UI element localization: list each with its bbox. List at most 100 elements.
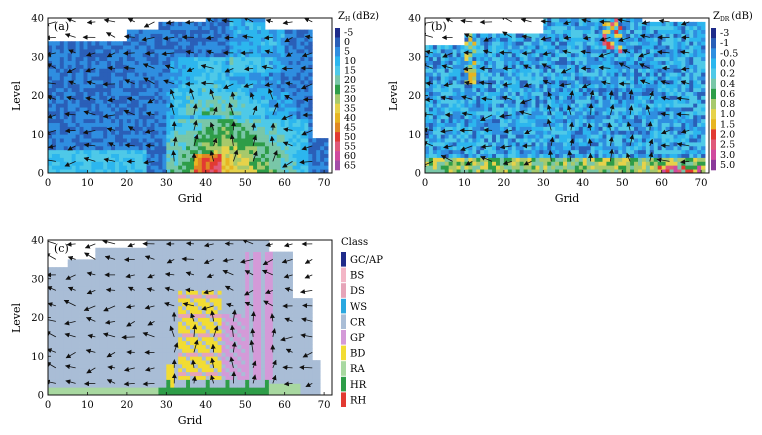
zdr-cell [452, 91, 457, 96]
zh-cell [292, 99, 297, 104]
zh-cell [292, 64, 297, 69]
zdr-cell [515, 130, 521, 135]
zdr-cell [519, 41, 525, 46]
zh-cell [134, 33, 140, 38]
zdr-cell [456, 114, 461, 120]
zh-cell [197, 153, 203, 158]
zdr-cell [444, 87, 450, 93]
zdr-cell [618, 68, 623, 73]
zh-cell [107, 157, 112, 162]
zh-cell [95, 149, 100, 155]
zh-cell [83, 91, 88, 96]
zh-cell [95, 56, 100, 62]
zdr-cell [488, 122, 493, 127]
zh-cell [245, 64, 250, 69]
zdr-cell [492, 83, 497, 89]
zdr-cell [472, 80, 477, 85]
zdr-cell [618, 153, 623, 158]
zh-cell [170, 134, 175, 139]
zh-cell [150, 134, 155, 139]
zh-cell [162, 95, 167, 100]
zdr-cell [634, 126, 639, 131]
zh-cell [174, 103, 179, 108]
zh-cell [75, 145, 80, 151]
zh-cell [71, 72, 77, 77]
zdr-cell [432, 76, 438, 81]
zh-cell [276, 72, 282, 77]
zdr-cell [547, 126, 552, 131]
zdr-cell [578, 95, 584, 100]
zh-cell [130, 49, 136, 54]
zdr-cell [638, 169, 643, 173]
zdr-cell [496, 99, 501, 104]
zh-cell [83, 52, 88, 58]
zdr-cell [519, 126, 525, 131]
zh-cell [284, 99, 290, 104]
zdr-cell [507, 103, 513, 108]
zh-cell [253, 118, 258, 124]
zdr-cell [428, 64, 434, 69]
zdr-cell [515, 103, 521, 108]
zdr-cell [499, 87, 505, 93]
zh-cell [154, 76, 159, 81]
zdr-cell [657, 83, 663, 89]
zdr-cell [460, 169, 465, 173]
zh-cell [288, 142, 293, 147]
zdr-cell [622, 161, 627, 166]
zdr-cell [507, 64, 513, 69]
zh-cell [292, 29, 297, 34]
zdr-cell [480, 161, 485, 166]
zdr-cell [594, 18, 599, 23]
zh-cell [324, 161, 329, 166]
zdr-cell [574, 91, 580, 96]
zh-cell [87, 149, 92, 155]
zh-cell [241, 21, 246, 27]
zh-cell [272, 87, 278, 93]
zdr-cell [535, 145, 540, 151]
zh-cell [197, 21, 203, 27]
zh-cell [229, 149, 234, 155]
zh-cell [158, 130, 163, 135]
zdr-cell [614, 149, 619, 155]
zdr-cell [602, 161, 607, 166]
zdr-cell [653, 52, 659, 58]
zdr-cell [578, 114, 584, 120]
zh-cell [122, 169, 128, 173]
zdr-cell [480, 103, 485, 108]
panel-a-colorbar-symbol: Z [338, 11, 345, 22]
zdr-cell [519, 157, 525, 162]
zh-cell [55, 138, 61, 143]
zh-cell [241, 87, 246, 93]
wind-arrow [48, 157, 56, 163]
zdr-cell [606, 169, 611, 173]
zh-cell [170, 64, 175, 69]
zdr-cell [598, 161, 603, 166]
zh-cell [261, 87, 266, 93]
zdr-cell [590, 45, 596, 50]
zh-cell [280, 83, 286, 89]
zdr-cell [606, 68, 611, 73]
zdr-cell [661, 114, 667, 120]
zh-cell [150, 37, 155, 42]
zdr-cell [468, 52, 473, 58]
zh-cell [237, 114, 242, 120]
zh-cell [225, 72, 230, 77]
zh-cell [166, 95, 171, 100]
zdr-cell [602, 64, 607, 69]
zh-cell [166, 122, 171, 127]
zh-cell [182, 161, 187, 166]
zh-cell [67, 60, 73, 65]
zh-cell [237, 169, 242, 173]
zh-cell [288, 114, 293, 120]
zdr-cell [578, 37, 584, 42]
zdr-cell [657, 111, 663, 116]
zh-cell [217, 64, 222, 69]
wind-arrow [161, 51, 175, 57]
zh-cell [83, 165, 88, 170]
zh-cell [288, 153, 293, 158]
panel-a-colorbar-subscript: H [345, 16, 350, 23]
zh-cell [190, 138, 195, 143]
zh-cell [178, 60, 183, 65]
zdr-cell [614, 111, 619, 116]
zh-cell [174, 45, 179, 50]
